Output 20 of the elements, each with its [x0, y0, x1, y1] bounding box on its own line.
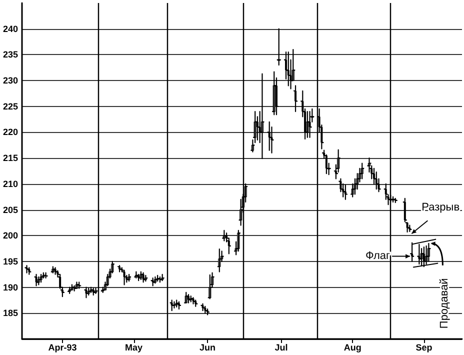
- y-tick-label: 240: [2, 24, 18, 34]
- annotation: Флаг: [366, 250, 390, 262]
- x-tick-label: Apr-93: [48, 342, 77, 352]
- y-tick-label: 200: [2, 230, 18, 241]
- x-tick-label: Jul: [274, 342, 288, 352]
- y-tick-label: 235: [2, 50, 18, 60]
- y-tick-label: 185: [2, 308, 18, 318]
- y-tick-label: 210: [2, 178, 18, 189]
- y-tick-label: 195: [2, 256, 18, 266]
- x-tick-label: Jun: [200, 342, 216, 352]
- y-tick-label: 220: [2, 127, 18, 138]
- x-tick-label: May: [125, 342, 143, 352]
- y-tick-label: 225: [2, 101, 18, 112]
- y-tick-label: 190: [2, 282, 18, 292]
- y-tick-label: 205: [2, 204, 18, 215]
- x-tick-label: Aug: [344, 342, 362, 352]
- annotation: Продавай: [438, 278, 451, 329]
- y-tick-label: 230: [2, 76, 18, 86]
- y-tick-label: 215: [2, 153, 18, 164]
- x-tick-label: Sep: [416, 342, 433, 352]
